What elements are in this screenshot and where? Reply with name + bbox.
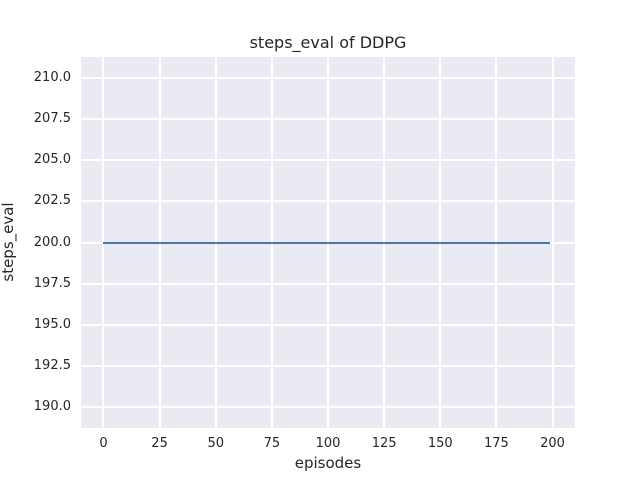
y-gridline: [81, 406, 575, 409]
y-tick-label: 200.0: [33, 234, 71, 250]
y-gridline: [81, 200, 575, 203]
y-gridline: [81, 159, 575, 162]
x-tick-label: 50: [207, 436, 224, 451]
y-tick-label: 192.5: [33, 358, 71, 374]
y-tick-label: 205.0: [33, 152, 71, 168]
y-gridline: [81, 282, 575, 285]
y-tick-label: 202.5: [33, 193, 71, 209]
y-gridline: [81, 76, 575, 79]
x-tick-label: 0: [99, 436, 108, 451]
x-tick-label: 125: [371, 436, 397, 451]
x-tick-label: 175: [483, 436, 509, 451]
x-tick-label: 150: [427, 436, 453, 451]
chart-title: steps_eval of DDPG: [249, 33, 407, 52]
y-gridline: [81, 323, 575, 326]
y-tick-label: 210.0: [33, 69, 71, 85]
x-axis-label: episodes: [294, 454, 362, 472]
y-gridline: [81, 117, 575, 120]
plot-area: [81, 57, 575, 428]
series-line-steps_eval: [103, 241, 551, 244]
x-tick-label: 75: [263, 436, 281, 451]
y-tick-label: 190.0: [33, 399, 71, 415]
y-tick-label: 197.5: [33, 275, 71, 291]
x-tick-label: 25: [151, 436, 168, 451]
x-tick-label: 100: [315, 436, 341, 451]
y-gridline: [81, 365, 575, 368]
x-tick-label: 200: [540, 436, 565, 451]
y-tick-label: 195.0: [33, 316, 71, 332]
y-tick-label: 207.5: [33, 110, 71, 126]
